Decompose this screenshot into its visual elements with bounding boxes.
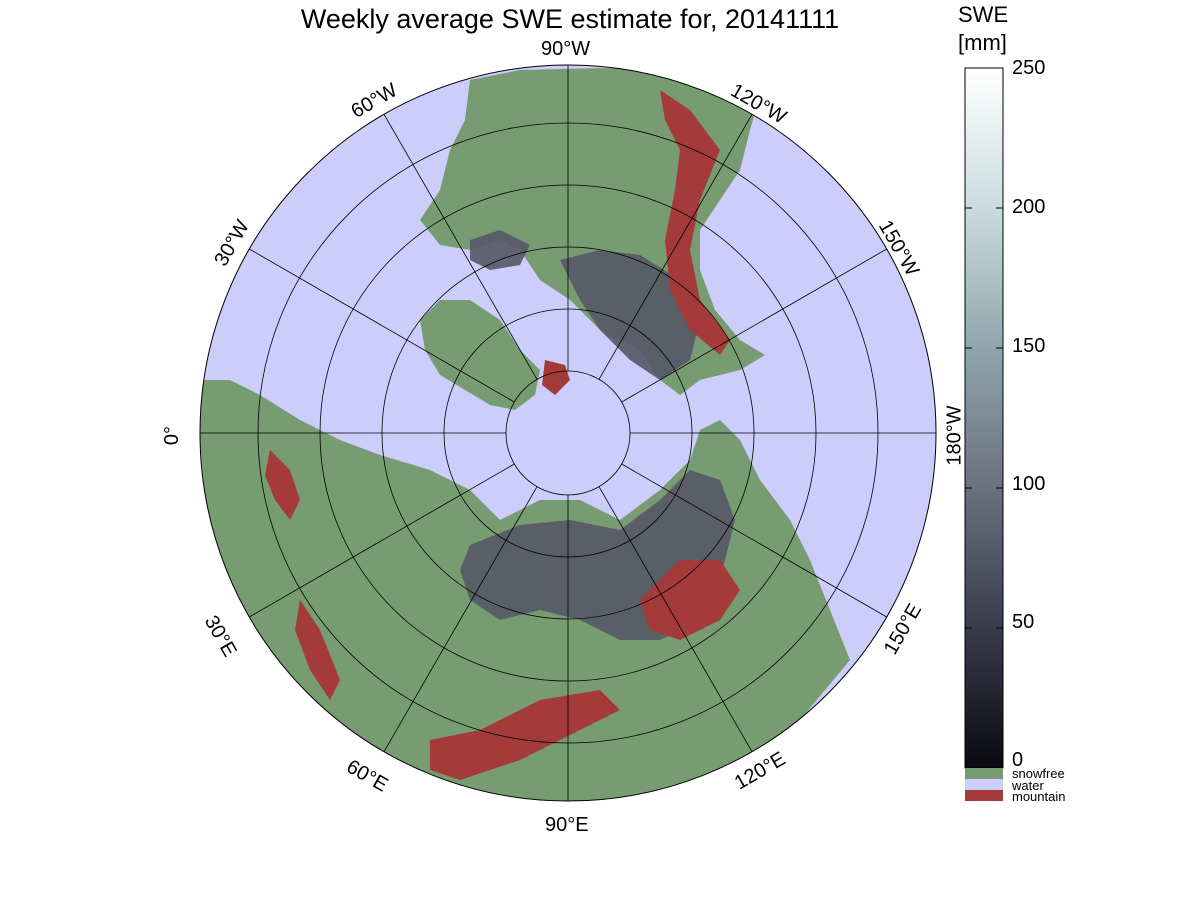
mountain-layer: [265, 90, 740, 780]
meridian-line: [383, 486, 538, 752]
meridian-line: [621, 248, 887, 403]
colorbar-tick-label: 150: [1012, 335, 1046, 357]
legend-label-snowfree: snowfree: [1012, 766, 1065, 781]
meridian-line: [621, 463, 887, 618]
colorbar-tick-label: 250: [1012, 57, 1046, 79]
scandinavian-mountains: [265, 450, 300, 520]
meridian-line: [249, 463, 515, 618]
figure-title: Weekly average SWE estimate for, 2014111…: [300, 4, 840, 34]
east-siberian-mountains: [640, 560, 740, 640]
longitude-label-0: 0°: [161, 425, 184, 446]
colorbar-tick-label: 50: [1012, 611, 1035, 633]
meridian-line: [598, 114, 753, 380]
greenland-icecap-ridge: [542, 360, 570, 395]
central-asian-mountains: [430, 690, 620, 780]
alaska-snowpack: [470, 230, 530, 270]
colorbar-tick-label: 100: [1012, 473, 1046, 495]
rocky-mountains: [660, 90, 730, 355]
colorbar-unit: [mm]: [958, 30, 1007, 55]
longitude-label-180w: 180°W: [943, 405, 966, 466]
meridian-line: [249, 248, 515, 403]
canada-snowpack: [560, 250, 700, 380]
meridian-line: [383, 114, 538, 380]
legend-swatch-mountain: [965, 790, 1003, 801]
graticule: [200, 65, 936, 801]
legend-swatch-water: [965, 779, 1003, 790]
longitude-label-90e: 90°E: [545, 814, 589, 836]
ural-caucasus-mountains: [295, 600, 340, 700]
greenland-landmass: [420, 300, 540, 410]
colorbar-tick-label: 0: [1012, 749, 1024, 771]
legend-label-mountain: mountain: [1012, 789, 1066, 804]
colorbar-tick-label: 200: [1012, 196, 1046, 218]
legend-swatch-snowfree: [965, 768, 1003, 779]
map-border: [199, 64, 937, 802]
legend-label-water: water: [1012, 778, 1044, 793]
colorbar-title: SWE: [958, 2, 1009, 27]
colorbar-gradient: [964, 67, 1004, 769]
longitude-label-90w: 90°W: [541, 38, 591, 60]
meridian-line: [598, 486, 753, 752]
